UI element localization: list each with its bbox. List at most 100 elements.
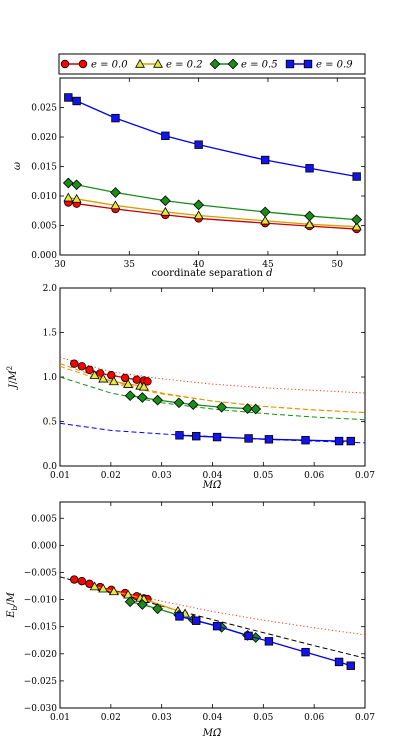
panel-angular-momentum-ylabel: J/M2	[6, 366, 19, 390]
x-tick-label: 35	[124, 260, 136, 270]
data-point	[244, 631, 253, 641]
x-tick-label: 45	[262, 260, 274, 270]
data-point	[304, 219, 315, 229]
data-point	[107, 371, 116, 380]
series-line	[68, 96, 357, 178]
legend-marker	[209, 58, 221, 70]
series-line	[68, 182, 357, 221]
y-tick-label: −0.005	[24, 568, 58, 578]
data-point	[123, 379, 134, 388]
y-tick-label: −0.015	[24, 623, 58, 633]
legend-marker	[285, 59, 295, 69]
x-tick-label: 0.02	[101, 471, 121, 481]
panel-omega: 30 35 40 45 50 0.000 0.005 0.010 0.015 0.020 0.025…	[12, 77, 366, 279]
data-point	[71, 193, 82, 203]
data-point	[161, 131, 170, 141]
data-point	[132, 375, 141, 384]
data-point	[175, 612, 184, 621]
legend-marker	[227, 58, 239, 70]
data-point	[77, 362, 87, 371]
legend-label: e = 0.2	[166, 60, 203, 71]
data-point	[108, 586, 119, 596]
y-tick-label: 0.000	[31, 251, 57, 261]
y-tick-label: 0.010	[31, 192, 57, 202]
panel-omega-xlabel: coordinate separation d	[152, 268, 273, 279]
data-point	[346, 661, 355, 670]
data-point	[63, 192, 74, 202]
data-point	[352, 172, 361, 181]
data-point	[108, 376, 119, 386]
x-tick-label: 0.06	[304, 471, 324, 481]
data-point	[260, 155, 270, 165]
x-tick-label: 40	[193, 260, 205, 270]
data-point	[194, 140, 203, 149]
x-tick-label: 0.04	[202, 713, 222, 723]
y-tick-label: −0.025	[24, 677, 58, 687]
y-tick-label: 0.5	[43, 418, 58, 428]
data-point	[175, 431, 184, 440]
panel-angular-momentum-frame	[59, 287, 366, 467]
y-tick-label: 1.0	[43, 373, 58, 383]
x-tick-label: 30	[54, 260, 66, 270]
data-point	[160, 206, 171, 216]
data-point	[264, 637, 274, 646]
x-tick-label: 0.01	[50, 471, 70, 481]
y-tick-label: 1.5	[43, 329, 58, 339]
legend-marker	[303, 59, 313, 69]
legend-label: e = 0.9	[316, 60, 353, 71]
data-point	[351, 221, 362, 231]
legend-marker	[135, 58, 145, 68]
data-point	[250, 403, 262, 415]
data-point	[111, 113, 120, 123]
data-point	[72, 96, 81, 106]
x-tick-label: 0.01	[50, 713, 70, 723]
panel-binding-energy-xlabel: MΩ̄	[202, 728, 222, 739]
x-tick-label: 0.07	[355, 471, 375, 481]
legend-marker	[60, 59, 70, 69]
y-tick-label: 0.0	[43, 462, 58, 472]
data-point	[138, 381, 149, 391]
y-tick-label: −0.010	[24, 596, 58, 606]
data-point	[212, 432, 222, 442]
x-tick-label: 0.07	[355, 713, 375, 723]
series-line	[68, 201, 357, 230]
data-point	[216, 401, 228, 413]
data-point	[301, 647, 310, 657]
data-point	[242, 403, 253, 414]
y-tick-label: 0.025	[31, 104, 57, 114]
data-point	[334, 436, 344, 446]
data-point	[193, 199, 205, 211]
data-point	[334, 657, 344, 667]
legend: e = 0.0 e = 0.2 e = 0.5 e = 0.9	[58, 53, 366, 75]
data-point	[70, 575, 79, 584]
panel-binding-energy-frame	[59, 501, 366, 709]
data-point	[244, 434, 253, 443]
data-point	[77, 576, 87, 586]
x-tick-label: 0.02	[101, 713, 121, 723]
data-point	[187, 399, 199, 410]
data-point	[192, 616, 201, 625]
data-point	[301, 435, 310, 445]
legend-label: e = 0.0	[91, 60, 128, 71]
data-point	[120, 373, 130, 383]
x-tick-label: 0.05	[253, 713, 273, 723]
data-point	[264, 435, 274, 444]
panel-omega-frame	[59, 77, 366, 256]
series-line	[68, 197, 357, 228]
reference-curve	[59, 365, 366, 414]
legend-label: e = 0.5	[241, 60, 278, 71]
y-tick-label: 0.020	[31, 133, 57, 143]
x-tick-label: 50	[332, 260, 344, 270]
data-point	[152, 603, 163, 615]
data-point	[305, 164, 314, 173]
reference-curve	[59, 356, 366, 394]
data-point	[212, 621, 222, 631]
data-point	[71, 179, 83, 191]
x-tick-label: 0.04	[202, 471, 222, 481]
data-point	[136, 392, 148, 403]
data-point	[152, 394, 163, 406]
data-point	[173, 397, 185, 409]
y-tick-label: 0.005	[31, 222, 57, 232]
data-point	[110, 200, 121, 210]
